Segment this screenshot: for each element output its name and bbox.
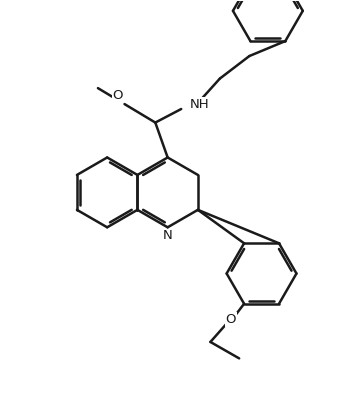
Text: N: N	[163, 230, 172, 242]
Text: O: O	[226, 313, 236, 326]
Text: NH: NH	[190, 97, 210, 110]
Text: O: O	[112, 89, 123, 102]
